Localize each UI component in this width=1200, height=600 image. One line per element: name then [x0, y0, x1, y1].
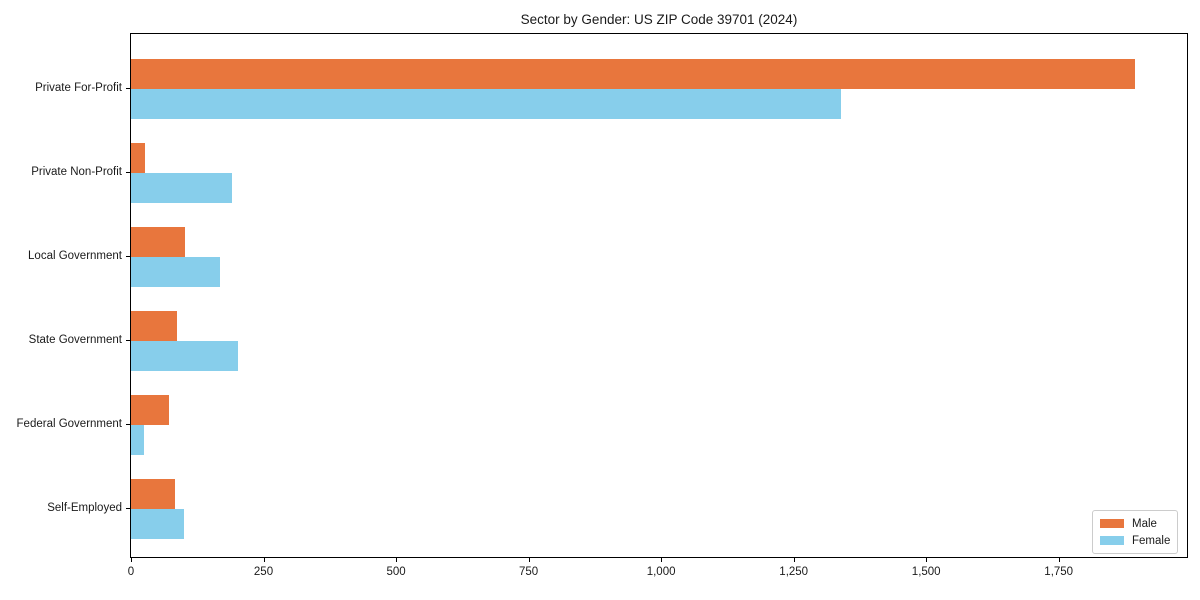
xtick-label: 1,750 [1044, 566, 1074, 578]
bar-female-1 [131, 89, 842, 119]
xtick-label: 1,500 [911, 566, 941, 578]
xtick-mark [263, 558, 265, 562]
ytick-label: Private Non-Profit [31, 166, 122, 178]
ytick-mark [126, 508, 130, 509]
bar-male-5 [131, 395, 169, 425]
xtick-mark [131, 558, 132, 562]
legend-label: Male [1132, 517, 1157, 530]
bar-female-2 [131, 173, 232, 203]
bar-female-5 [131, 425, 144, 455]
legend-swatch-male [1100, 519, 1124, 528]
ytick-mark [126, 172, 130, 173]
bar-male-6 [131, 479, 175, 509]
bar-male-4 [131, 311, 178, 341]
xtick-mark [396, 558, 398, 562]
xtick-label: 250 [253, 566, 274, 578]
xtick-mark [661, 558, 663, 562]
chart-title: Sector by Gender: US ZIP Code 39701 (202… [520, 12, 798, 27]
xtick-mark [926, 558, 928, 562]
legend-swatch-female [1100, 536, 1124, 545]
legend-item-female: Female [1100, 532, 1177, 549]
xtick-mark [1058, 558, 1060, 562]
ytick-mark [126, 256, 130, 257]
xtick-label: 500 [386, 566, 406, 578]
ytick-mark [126, 88, 130, 89]
legend-item-male: Male [1100, 515, 1177, 532]
xtick-label: 0 [127, 566, 135, 578]
xtick-label: 1,250 [779, 566, 809, 578]
legend: Male Female [1092, 510, 1178, 554]
xtick-label: 1,000 [646, 566, 676, 578]
bar-female-4 [131, 341, 239, 371]
ytick-label: Federal Government [16, 418, 122, 430]
ytick-label: Private For-Profit [35, 82, 122, 94]
xtick-label: 750 [519, 566, 539, 578]
ytick-label: Self-Employed [47, 502, 122, 514]
bar-male-2 [131, 143, 146, 173]
legend-label: Female [1132, 534, 1171, 547]
bar-male-3 [131, 227, 186, 257]
bar-female-6 [131, 509, 184, 539]
ytick-mark [126, 424, 130, 425]
ytick-mark [126, 340, 130, 341]
bar-female-3 [131, 257, 221, 287]
ytick-label: State Government [28, 334, 122, 346]
bar-male-1 [131, 59, 1135, 89]
xtick-mark [528, 558, 530, 562]
plot-area [130, 33, 1188, 558]
xtick-mark [793, 558, 795, 562]
ytick-label: Local Government [28, 250, 122, 262]
